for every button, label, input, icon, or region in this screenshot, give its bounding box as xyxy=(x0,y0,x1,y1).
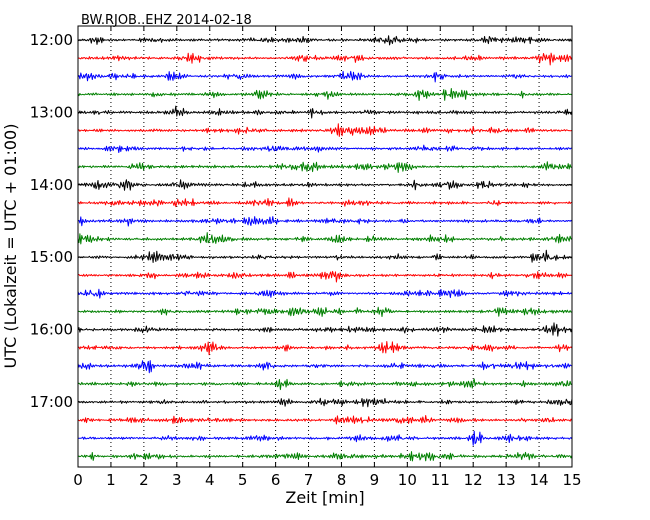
trace-line xyxy=(77,232,573,245)
x-tick-label: 1 xyxy=(106,471,116,489)
grid-layer xyxy=(110,26,540,467)
traces-layer xyxy=(77,35,573,462)
y-tick-label: 16:00 xyxy=(30,321,73,339)
x-tick-label: 15 xyxy=(562,471,581,489)
trace-line xyxy=(77,105,573,119)
x-tick-label: 2 xyxy=(139,471,149,489)
trace-line xyxy=(77,197,573,208)
chart-title: BW.RJOB..EHZ 2014-02-18 xyxy=(81,13,252,28)
trace-line xyxy=(77,378,573,391)
trace-line xyxy=(77,52,573,66)
trace-line xyxy=(77,249,573,263)
x-tick-label: 14 xyxy=(530,471,549,489)
trace-line xyxy=(77,360,573,374)
trace-line xyxy=(78,430,573,446)
x-tick-label: 9 xyxy=(370,471,380,489)
trace-line xyxy=(77,35,573,46)
x-tick-label: 3 xyxy=(172,471,182,489)
trace-line xyxy=(77,306,573,317)
trace-line xyxy=(77,415,573,425)
plot-frame xyxy=(77,25,573,468)
x-tick-label: 11 xyxy=(431,471,450,489)
y-tick-label: 15:00 xyxy=(30,248,73,266)
x-tick-label: 8 xyxy=(337,471,347,489)
trace-line xyxy=(77,161,573,173)
x-tick-label: 10 xyxy=(398,471,417,489)
trace-line xyxy=(77,216,573,227)
trace-line xyxy=(77,70,573,83)
trace-line xyxy=(77,322,573,337)
trace-line xyxy=(77,123,573,137)
trace-line xyxy=(77,288,573,299)
y-tick-label: 13:00 xyxy=(30,103,73,121)
trace-line xyxy=(77,341,573,356)
x-tick-label: 5 xyxy=(238,471,248,489)
x-tick-label: 13 xyxy=(497,471,516,489)
x-tick-label: 12 xyxy=(464,471,483,489)
x-tick-label: 4 xyxy=(205,471,215,489)
x-tick-label: 7 xyxy=(304,471,314,489)
y-tick-label: 17:00 xyxy=(30,393,73,411)
y-tick-label: 12:00 xyxy=(30,31,73,49)
x-axis: 0 1 2 3 4 5 6 7 8 9 10 11 12 13 14 15 xyxy=(73,26,582,489)
x-tick-label: 6 xyxy=(271,471,281,489)
y-axis-label: UTC (Lokalzeit = UTC + 01:00) xyxy=(1,124,20,369)
trace-line xyxy=(77,179,573,191)
x-axis-label: Zeit [min] xyxy=(285,488,364,507)
x-tick-label: 0 xyxy=(73,471,83,489)
trace-line xyxy=(77,88,573,101)
trace-line xyxy=(77,397,573,408)
trace-line xyxy=(77,270,573,283)
y-axis: 12:00 13:00 14:00 15:00 16:00 17:00 xyxy=(30,31,572,411)
trace-line xyxy=(77,144,573,153)
trace-line xyxy=(77,451,573,462)
y-tick-label: 14:00 xyxy=(30,176,73,194)
